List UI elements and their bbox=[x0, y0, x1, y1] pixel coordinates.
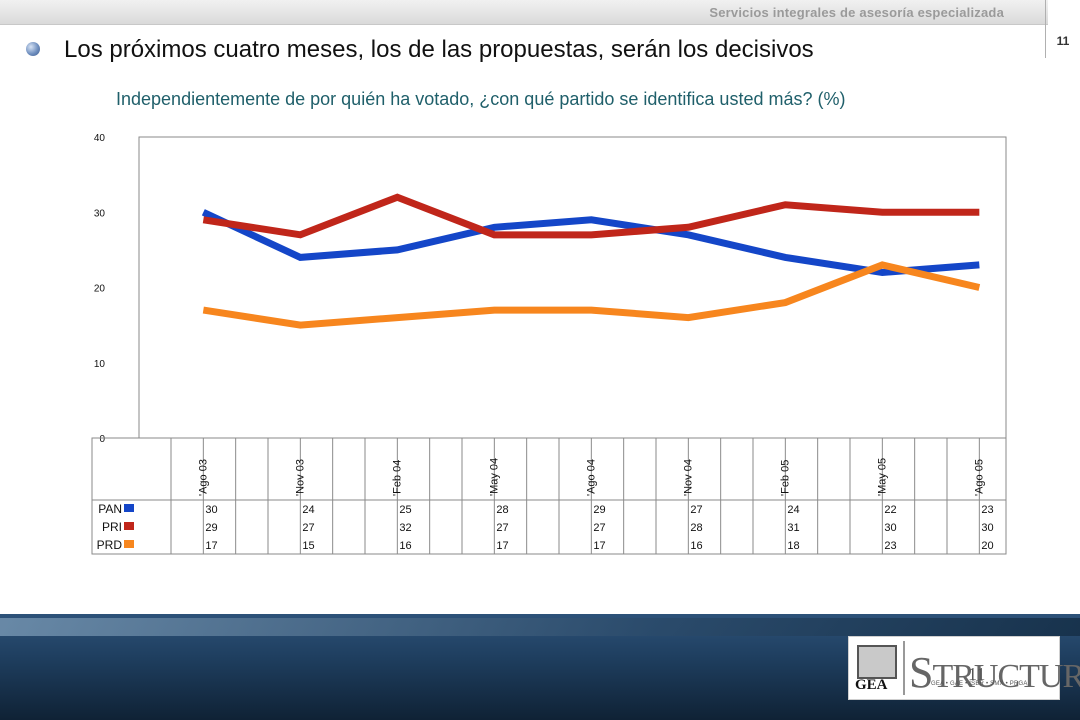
data-value: 27 bbox=[302, 522, 314, 534]
top-bar: Servicios integrales de asesoría especia… bbox=[0, 0, 1048, 25]
header-divider bbox=[1045, 0, 1046, 58]
line-chart: 0 10 20 30 40 'Ago 03 'Nov 03 'Feb 04 'May 04 'Ag… bbox=[91, 133, 1007, 555]
data-value: 27 bbox=[690, 504, 702, 516]
gea-logo-text: GEA bbox=[855, 677, 888, 693]
data-value: 25 bbox=[399, 504, 411, 516]
data-value: 29 bbox=[593, 504, 605, 516]
structura-logo-middle: TRUCTUR bbox=[932, 658, 1080, 695]
x-category-label: 'Ago 04 bbox=[585, 459, 597, 496]
data-value: 28 bbox=[496, 504, 508, 516]
company-tagline: Servicios integrales de asesoría especia… bbox=[709, 5, 1004, 20]
legend-swatch-prd bbox=[124, 540, 134, 548]
data-value: 15 bbox=[302, 540, 314, 552]
data-value: 20 bbox=[981, 540, 993, 552]
y-tick-label: 0 bbox=[99, 434, 105, 445]
x-category-label: 'Feb 04 bbox=[391, 460, 403, 496]
x-category-label: 'Feb 05 bbox=[779, 460, 791, 496]
legend-swatch-pri bbox=[124, 522, 134, 530]
data-value: 17 bbox=[205, 540, 217, 552]
y-tick-label: 40 bbox=[94, 133, 106, 144]
x-category-label: 'Ago 05 bbox=[973, 459, 985, 496]
footer-page-number: 11 bbox=[968, 664, 986, 684]
structura-subtitle: GEA • GAE • ISBR • SMX • PRGA bbox=[931, 681, 1028, 687]
logos-panel: GEA STRUCTURA GEA • GAE • ISBR • SMX • P… bbox=[848, 636, 1080, 700]
data-value: 16 bbox=[690, 540, 702, 552]
data-value: 30 bbox=[884, 522, 896, 534]
plot-area bbox=[138, 136, 1007, 439]
y-tick-label: 10 bbox=[94, 359, 106, 370]
data-table bbox=[91, 437, 1007, 555]
legend-label-prd: PRD bbox=[97, 538, 123, 552]
series-line-pri bbox=[202, 193, 980, 239]
legend-label-pri: PRI bbox=[102, 520, 122, 534]
data-value: 28 bbox=[690, 522, 702, 534]
x-category-label: 'Ago 03 bbox=[197, 459, 209, 496]
data-value: 27 bbox=[496, 522, 508, 534]
data-value: 17 bbox=[593, 540, 605, 552]
structura-logo-initial: S bbox=[909, 648, 934, 697]
legend-label-pan: PAN bbox=[98, 502, 122, 516]
gea-logo-icon bbox=[857, 645, 897, 679]
data-value: 23 bbox=[981, 504, 993, 516]
logo-divider bbox=[903, 641, 905, 695]
data-value: 24 bbox=[787, 504, 799, 516]
data-value: 16 bbox=[399, 540, 411, 552]
title-bullet-icon bbox=[26, 42, 40, 56]
y-tick-label: 20 bbox=[94, 284, 106, 295]
data-value: 17 bbox=[496, 540, 508, 552]
series-line-prd bbox=[202, 261, 981, 329]
x-category-label: 'May 04 bbox=[488, 458, 500, 496]
data-value: 23 bbox=[884, 540, 896, 552]
data-value: 27 bbox=[593, 522, 605, 534]
data-value: 32 bbox=[399, 522, 411, 534]
data-value: 29 bbox=[205, 522, 217, 534]
series-line-pan bbox=[201, 209, 980, 276]
data-value: 31 bbox=[787, 522, 799, 534]
page-number: 11 bbox=[1056, 34, 1070, 48]
survey-question: Independientemente de por quién ha votad… bbox=[116, 89, 846, 109]
data-value: 18 bbox=[787, 540, 799, 552]
data-value: 30 bbox=[981, 522, 993, 534]
data-value: 30 bbox=[205, 504, 217, 516]
x-category-label: 'Nov 04 bbox=[682, 459, 694, 496]
x-category-label: 'May 05 bbox=[876, 458, 888, 496]
x-category-label: 'Nov 03 bbox=[294, 459, 306, 496]
data-value: 22 bbox=[884, 504, 896, 516]
slide-title: Los próximos cuatro meses, los de las pr… bbox=[64, 36, 814, 63]
structura-logo: STRUCTURA bbox=[909, 647, 1080, 698]
legend-swatch-pan bbox=[124, 504, 134, 512]
data-value: 24 bbox=[302, 504, 314, 516]
footer-band bbox=[0, 618, 1080, 636]
y-tick-label: 30 bbox=[94, 208, 106, 219]
